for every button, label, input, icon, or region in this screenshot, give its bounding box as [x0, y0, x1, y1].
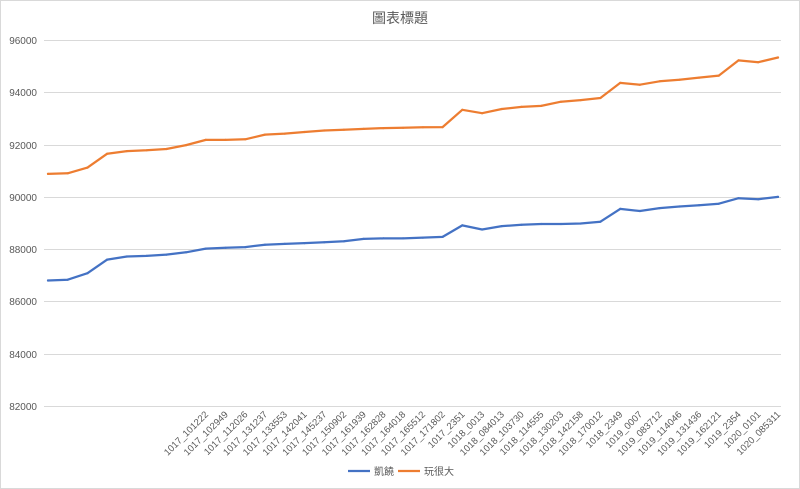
data-point: [244, 138, 247, 141]
data-point: [737, 197, 740, 200]
data-point: [125, 150, 128, 153]
data-point: [46, 172, 50, 175]
data-point: [204, 138, 207, 141]
data-point: [461, 224, 464, 227]
chart-title: 圖表標題: [372, 10, 428, 26]
data-point: [402, 126, 405, 129]
data-point: [145, 254, 148, 257]
data-point: [106, 152, 109, 155]
series-line-1: [46, 195, 780, 282]
series-line-2: [46, 56, 780, 176]
data-point: [698, 76, 701, 79]
data-point: [757, 61, 760, 64]
data-point: [619, 81, 622, 84]
data-point: [303, 242, 306, 245]
data-point: [658, 80, 661, 83]
data-point: [441, 126, 444, 129]
data-point: [579, 99, 582, 102]
data-point: [678, 78, 681, 81]
data-point: [224, 246, 227, 249]
y-tick-label: 90000: [9, 193, 37, 204]
data-point: [165, 147, 168, 151]
data-point: [125, 255, 128, 258]
data-point: [717, 202, 720, 205]
data-point: [421, 126, 424, 129]
data-point: [86, 272, 89, 275]
data-point: [303, 130, 306, 134]
data-point: [66, 172, 69, 175]
data-point: [678, 205, 681, 208]
data-point: [421, 236, 424, 239]
data-point: [638, 83, 642, 86]
data-point: [500, 225, 503, 228]
data-point: [559, 100, 563, 103]
data-point: [540, 222, 543, 226]
data-point: [165, 253, 168, 256]
data-point: [599, 220, 602, 223]
legend-item-series-2: 玩很大: [398, 465, 454, 478]
data-point: [757, 198, 760, 201]
data-point: [342, 240, 345, 243]
legend: 凱饒 玩很大: [348, 465, 454, 478]
data-point: [185, 251, 188, 254]
data-point: [520, 105, 523, 108]
data-point: [204, 247, 207, 250]
data-point: [244, 246, 247, 249]
data-point: [441, 235, 444, 238]
y-tick-label: 84000: [9, 350, 37, 361]
data-point: [500, 107, 503, 111]
data-point: [283, 242, 286, 245]
data-point: [540, 104, 543, 107]
data-point: [145, 149, 148, 152]
data-point: [382, 237, 385, 240]
data-point: [481, 228, 484, 231]
data-point: [638, 209, 642, 213]
data-point: [342, 128, 345, 131]
plot-area: [46, 56, 780, 282]
data-point: [263, 243, 267, 246]
data-point: [579, 222, 582, 225]
data-point: [86, 166, 89, 169]
y-tick-label: 96000: [9, 36, 37, 47]
data-point: [717, 74, 720, 77]
data-point: [362, 127, 365, 130]
data-point: [185, 144, 188, 147]
data-point: [106, 258, 109, 261]
data-point: [263, 133, 267, 136]
data-point: [776, 56, 780, 59]
y-axis: 82000 84000 86000 88000 90000 92000 94000 96000: [9, 36, 37, 413]
y-tick-label: 82000: [9, 402, 37, 413]
data-point: [520, 223, 523, 226]
data-point: [698, 204, 701, 207]
data-point: [323, 241, 326, 244]
data-point: [737, 59, 740, 62]
data-point: [658, 207, 661, 210]
data-point: [481, 112, 484, 115]
data-point: [323, 129, 326, 132]
y-tick-label: 94000: [9, 88, 37, 99]
y-tick-label: 92000: [9, 141, 37, 152]
data-point: [66, 278, 69, 281]
y-tick-label: 88000: [9, 245, 37, 256]
data-point: [461, 108, 464, 111]
data-point: [559, 222, 563, 226]
data-point: [599, 96, 602, 100]
data-point: [402, 237, 405, 240]
data-point: [224, 138, 227, 141]
legend-label-series-2: 玩很大: [424, 465, 454, 478]
y-tick-label: 86000: [9, 297, 37, 308]
data-point: [46, 279, 50, 282]
data-point: [283, 132, 286, 135]
legend-item-series-1: 凱饒: [348, 465, 394, 478]
gridlines: [44, 40, 781, 407]
data-point: [362, 237, 365, 240]
data-point: [619, 207, 622, 210]
data-point: [382, 127, 385, 130]
data-point: [776, 195, 780, 198]
legend-label-series-1: 凱饒: [374, 465, 394, 478]
